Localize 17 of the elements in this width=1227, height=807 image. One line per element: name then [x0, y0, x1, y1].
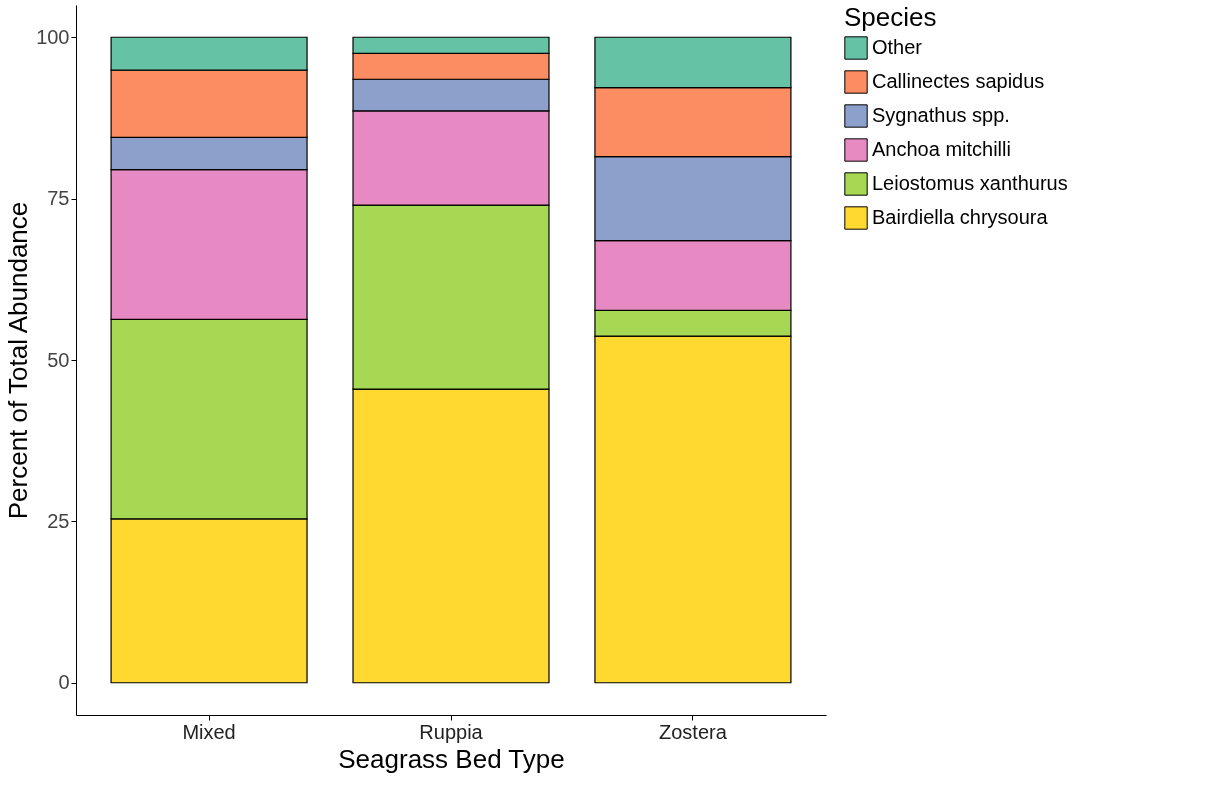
y-axis-title: Percent of Total Abundance	[3, 201, 34, 520]
legend-label: Sygnathus spp.	[872, 104, 1010, 126]
legend-label: Other	[872, 36, 923, 58]
legend-label: Leiostomus xanthurus	[872, 172, 1068, 194]
legend-label: Callinectes sapidus	[872, 70, 1045, 92]
x-tick-label: Mixed	[182, 720, 236, 743]
x-tick-label: Ruppia	[419, 720, 484, 743]
y-tick-label: 25	[47, 509, 70, 532]
x-tick-label: Zostera	[659, 720, 728, 743]
legend-label: Bairdiella chrysoura	[872, 206, 1049, 228]
y-tick-label: 50	[47, 348, 70, 371]
y-tick-label: 0	[58, 671, 70, 694]
legend-title: Species	[844, 2, 937, 32]
y-tick-label: 75	[47, 187, 70, 210]
x-axis-title: Seagrass Bed Type	[338, 743, 565, 774]
y-tick-label: 100	[36, 25, 70, 48]
legend-label: Anchoa mitchilli	[872, 138, 1011, 160]
